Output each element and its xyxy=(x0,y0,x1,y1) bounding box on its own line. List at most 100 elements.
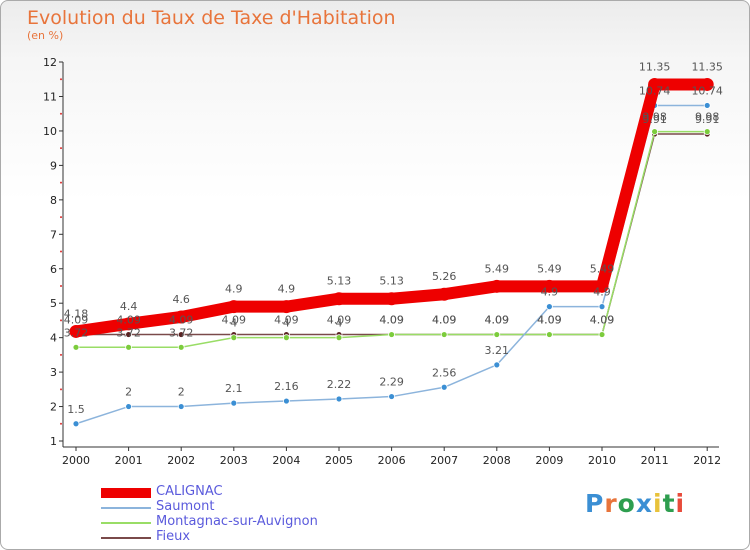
data-label: 1.5 xyxy=(67,403,85,416)
data-label: 4.09 xyxy=(64,314,89,327)
y-minor-tick xyxy=(60,388,62,391)
y-tick-label: 9 xyxy=(50,159,57,172)
x-tick-label: 2006 xyxy=(378,454,406,467)
data-label: 5.13 xyxy=(379,275,404,288)
data-label: 3.72 xyxy=(169,326,194,339)
data-label: 4.09 xyxy=(432,314,457,327)
x-tick-label: 2010 xyxy=(588,454,616,467)
y-minor-tick xyxy=(60,353,62,356)
logo-letter: x xyxy=(635,489,653,518)
data-label: 10.74 xyxy=(691,84,723,97)
data-point xyxy=(282,397,290,405)
data-label: 4.09 xyxy=(590,314,615,327)
data-point xyxy=(72,343,80,351)
y-minor-tick xyxy=(60,216,62,219)
data-point xyxy=(703,102,711,109)
data-label: 4.09 xyxy=(590,314,615,327)
data-label: 4.09 xyxy=(116,314,141,327)
data-point xyxy=(437,287,451,301)
data-point xyxy=(69,324,83,338)
logo-letter: i xyxy=(675,489,686,518)
data-point xyxy=(125,343,132,351)
data-label: 4.09 xyxy=(169,314,194,327)
data-point xyxy=(125,331,132,338)
logo-letter: i xyxy=(653,489,663,518)
data-label: 2 xyxy=(178,386,185,399)
data-label: 4.9 xyxy=(225,283,243,296)
data-label: 4.9 xyxy=(593,286,611,299)
y-tick-label: 11 xyxy=(43,91,57,104)
data-point xyxy=(177,331,185,338)
y-tick-label: 5 xyxy=(50,297,57,310)
data-label: 4.09 xyxy=(537,314,562,327)
y-tick-label: 8 xyxy=(50,194,57,207)
series-layer xyxy=(69,77,714,428)
data-point xyxy=(542,279,556,293)
y-minor-tick xyxy=(60,147,62,150)
data-point xyxy=(440,331,448,338)
x-tick-label: 2012 xyxy=(693,454,721,467)
data-label: 5.26 xyxy=(432,270,457,283)
chart-title: Evolution du Taux de Taxe d'Habitation xyxy=(27,7,396,29)
legend-swatch xyxy=(101,522,151,524)
data-label: 4.09 xyxy=(379,314,404,327)
x-tick-label: 2009 xyxy=(535,454,563,467)
data-label: 4.18 xyxy=(64,307,89,320)
data-point xyxy=(279,300,293,314)
y-minor-tick xyxy=(60,250,62,253)
data-point xyxy=(125,403,132,410)
x-tick-label: 2005 xyxy=(325,454,353,467)
data-point xyxy=(335,334,343,342)
data-label: 11.35 xyxy=(691,60,723,73)
legend-swatch xyxy=(101,537,151,539)
data-label: 3.72 xyxy=(64,326,89,339)
x-tick-label: 2004 xyxy=(272,454,300,467)
data-label: 4.9 xyxy=(541,286,559,299)
data-point xyxy=(227,300,241,314)
data-label: 4.9 xyxy=(278,283,296,296)
data-label: 4.09 xyxy=(485,314,510,327)
data-label: 9.91 xyxy=(695,113,720,126)
data-label: 9.98 xyxy=(695,111,720,124)
data-point xyxy=(388,393,396,400)
y-tick-label: 4 xyxy=(50,332,57,345)
data-point xyxy=(122,317,136,331)
proxiti-logo: Proxiti xyxy=(585,489,685,518)
data-point xyxy=(700,77,714,91)
data-label: 9.98 xyxy=(642,111,667,124)
data-label: 2.22 xyxy=(327,378,352,391)
y-minor-tick xyxy=(60,181,62,184)
data-point xyxy=(440,383,448,391)
data-point xyxy=(174,310,188,324)
data-point xyxy=(388,331,396,338)
data-label: 4.6 xyxy=(172,293,190,306)
data-point xyxy=(72,420,80,428)
data-label: 5.49 xyxy=(537,262,562,275)
y-minor-tick xyxy=(60,284,62,287)
data-label: 4.09 xyxy=(274,314,299,327)
x-tick-label: 2007 xyxy=(430,454,458,467)
data-label: 2.16 xyxy=(274,380,299,393)
data-point xyxy=(282,334,290,342)
data-label: 2.1 xyxy=(225,382,243,395)
y-minor-tick xyxy=(60,78,62,81)
data-label: 3.21 xyxy=(485,344,510,357)
data-labels-layer: 4.18 4.4 4.6 4.9 4.9 5.13 5.13 5.26 5.49 5.49 5.49… xyxy=(64,60,723,415)
data-label: 2.56 xyxy=(432,366,457,379)
y-tick-label: 3 xyxy=(50,366,57,379)
data-point xyxy=(703,128,711,136)
x-tick-label: 2002 xyxy=(167,454,195,467)
data-point xyxy=(177,343,185,351)
y-minor-tick xyxy=(60,112,62,115)
data-label: 4 xyxy=(283,317,290,330)
data-label: 4.09 xyxy=(379,314,404,327)
data-point xyxy=(335,395,343,403)
logo-letter: t xyxy=(662,489,676,518)
x-tick-label: 2011 xyxy=(641,454,669,467)
data-label: 4 xyxy=(230,317,237,330)
y-tick-label: 10 xyxy=(43,125,57,138)
legend-label: Montagnac-sur-Auvignon xyxy=(156,514,318,529)
